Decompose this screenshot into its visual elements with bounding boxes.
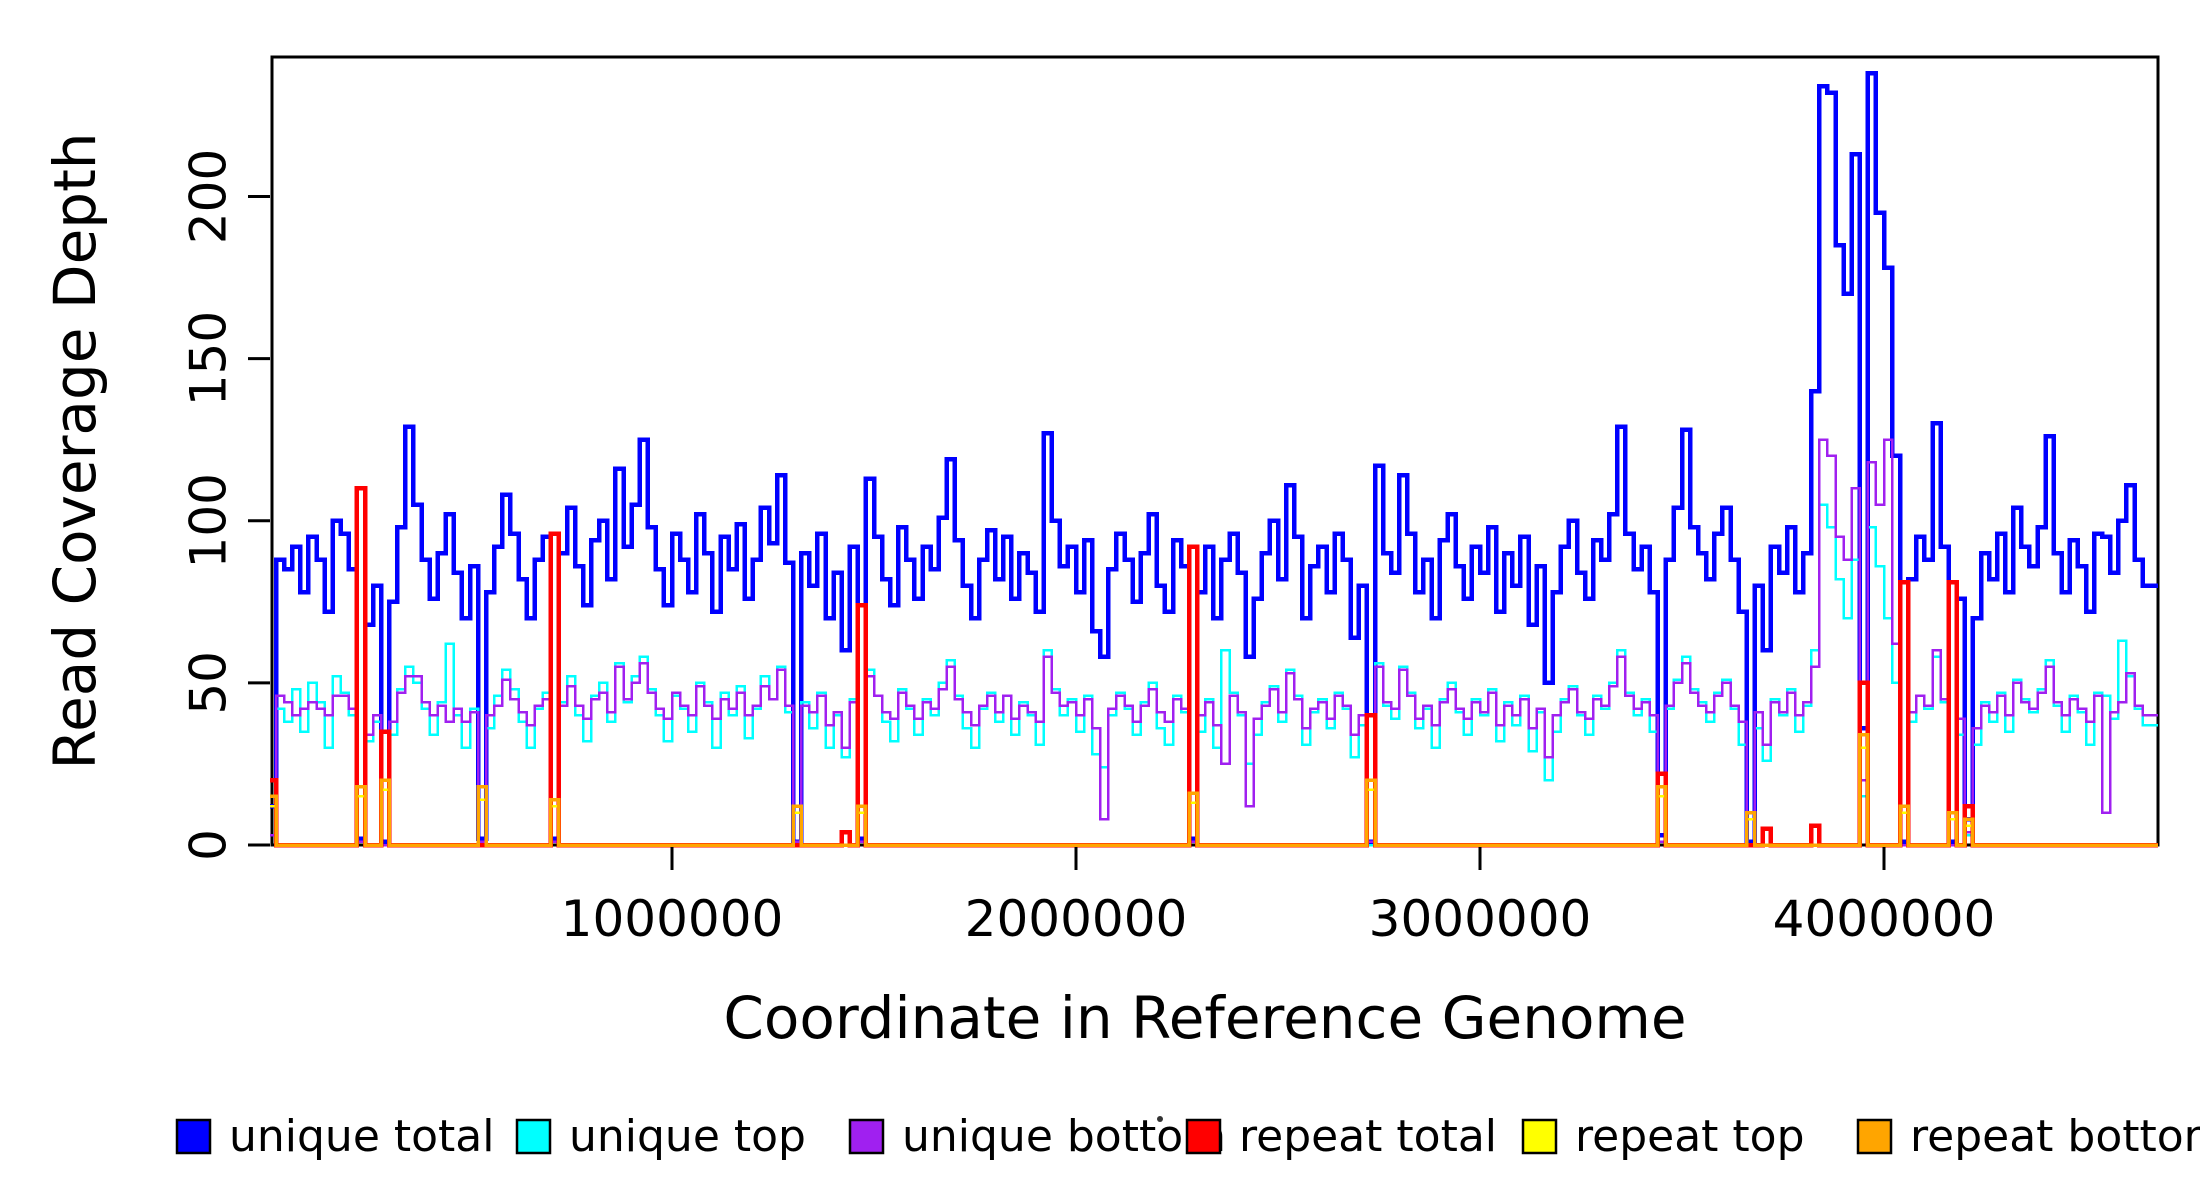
x-axis-ticks: 1000000 2000000 3000000 4000000 [561, 847, 1996, 948]
series-repeat-total [270, 486, 2158, 848]
y-axis-ticks: 0 50 100 150 200 [180, 149, 270, 861]
legend-item-unique-total: unique total [175, 1111, 494, 1162]
legend-item-repeat-total: repeat total [1185, 1111, 1497, 1162]
series-unique-top [270, 503, 2158, 847]
legend-label: unique bottom [902, 1111, 1226, 1162]
legend-label: unique total [229, 1111, 494, 1162]
x-tick-label: 2000000 [965, 890, 1188, 948]
legend-swatch-unique-bottom [848, 1118, 885, 1155]
y-tick-label: 100 [180, 473, 238, 568]
legend-item-repeat-bottom: repeat bottom [1856, 1111, 2200, 1162]
y-tick-label: 50 [180, 651, 238, 715]
y-axis-title: Read Coverage Depth [41, 132, 109, 769]
y-tick-label: 0 [180, 829, 238, 861]
x-tick-label: 1000000 [561, 890, 784, 948]
legend-item-repeat-top: repeat top [1521, 1111, 1805, 1162]
stray-dot-artifact [1157, 1116, 1163, 1122]
series-unique-bottom [270, 438, 2158, 847]
legend-swatch-repeat-bottom [1856, 1118, 1893, 1155]
series-repeat-bottom [270, 732, 2158, 847]
y-tick-label: 200 [180, 149, 238, 244]
legend-label: repeat bottom [1910, 1111, 2200, 1162]
x-tick-label: 3000000 [1369, 890, 1592, 948]
data-series-group [270, 70, 2158, 848]
legend-label: repeat total [1239, 1111, 1497, 1162]
legend: unique total unique top unique bottom repea… [175, 1111, 2200, 1162]
x-axis-title: Coordinate in Reference Genome [723, 984, 1686, 1052]
x-tick-label: 4000000 [1773, 890, 1996, 948]
legend-item-unique-bottom: unique bottom [848, 1111, 1226, 1162]
legend-swatch-repeat-top [1521, 1118, 1558, 1155]
series-unique-total [270, 70, 2158, 845]
legend-label: repeat top [1575, 1111, 1805, 1162]
legend-item-unique-top: unique top [515, 1111, 806, 1162]
legend-swatch-repeat-total [1185, 1118, 1222, 1155]
legend-swatch-unique-top [515, 1118, 552, 1155]
legend-swatch-unique-total [175, 1118, 212, 1155]
legend-label: unique top [569, 1111, 806, 1162]
y-tick-label: 150 [180, 311, 238, 406]
